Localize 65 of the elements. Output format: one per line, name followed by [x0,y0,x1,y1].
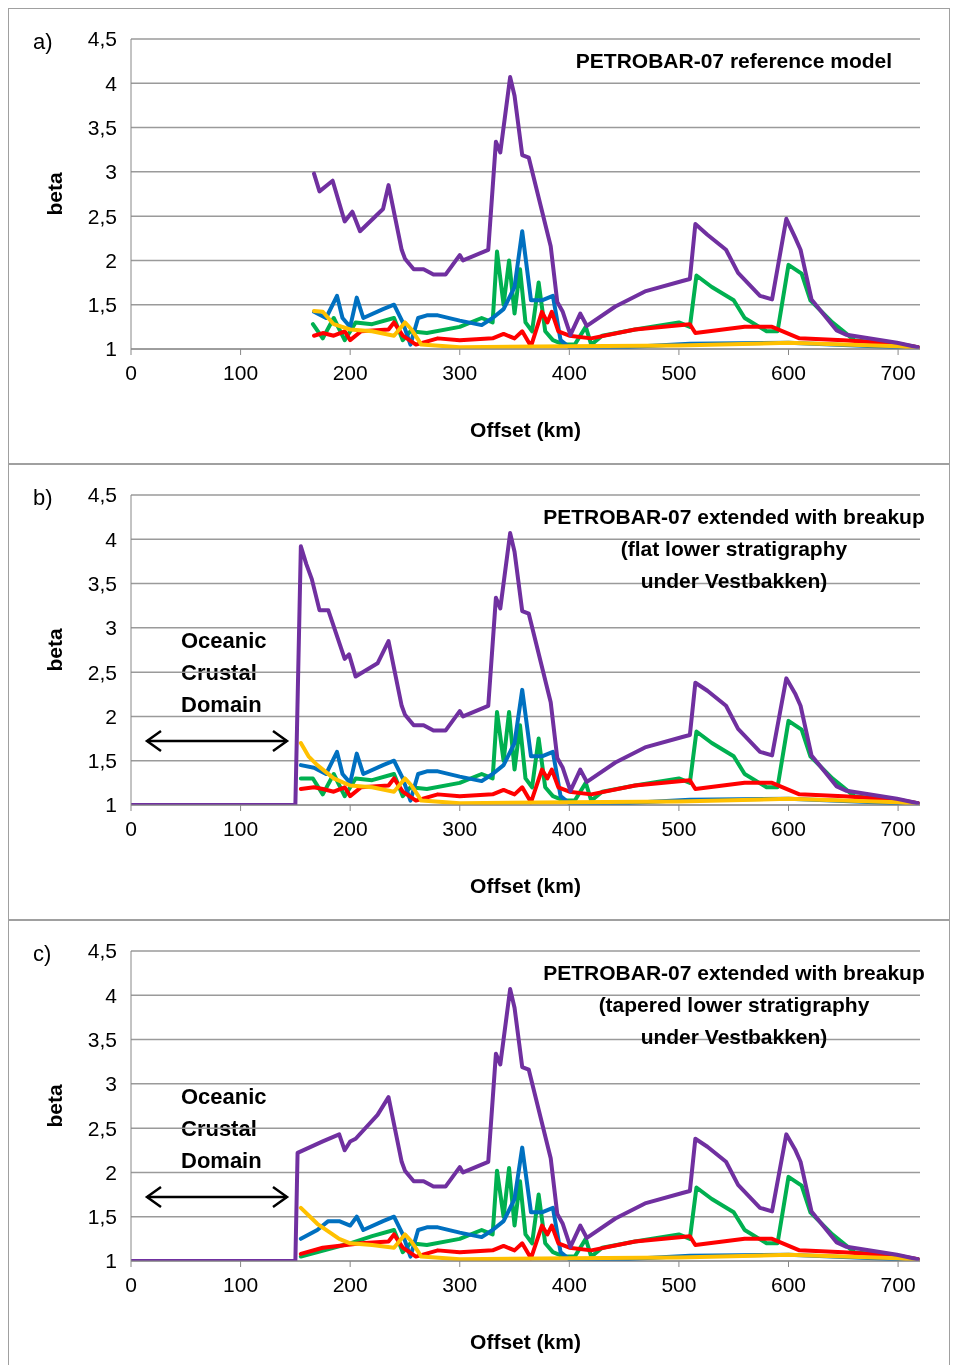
x-tick-label: 0 [125,816,137,840]
y-tick-label: 4,5 [87,27,117,51]
y-tick-label: 1,5 [87,749,117,773]
x-tick-label: 200 [332,816,368,840]
x-tick-label: 400 [551,360,587,384]
y-tick-label: 2 [105,1160,117,1184]
x-tick-label: 300 [442,360,478,384]
y-tick-label: 2 [105,248,117,272]
y-tick-label: 3,5 [87,572,117,596]
x-tick-label: 500 [661,1272,697,1296]
x-tick-label: 700 [880,1272,916,1296]
y-tick-label: 4,5 [87,939,117,963]
x-tick-label: 500 [661,360,697,384]
x-tick-label: 0 [125,1272,137,1296]
y-tick-label: 3 [105,616,117,640]
chart-title: a) [33,29,53,55]
x-tick-label: 100 [223,360,259,384]
x-tick-label: 100 [223,1272,259,1296]
x-tick-label: 700 [880,816,916,840]
y-axis-title: beta [43,172,67,216]
y-tick-label: 2 [105,704,117,728]
annotation: PETROBAR-07 reference model [574,48,894,74]
y-tick-label: 3 [105,1072,117,1096]
y-tick-label: 2,5 [87,204,117,228]
y-tick-label: 1,5 [87,293,117,317]
y-axis-title: beta [43,628,67,672]
y-tick-label: 4 [105,527,118,551]
y-tick-label: 3,5 [87,1028,117,1052]
y-tick-label: 2,5 [87,660,117,684]
x-axis-title: Offset (km) [470,874,581,897]
annotation: (flat lower stratigraphy [619,536,849,562]
x-axis-title: Offset (km) [470,1330,581,1353]
annotation: under Vestbakken) [639,1024,829,1050]
chart-title: b) [33,485,53,511]
y-tick-label: 1 [105,793,117,817]
y-tick-label: 4 [105,71,118,95]
x-tick-label: 100 [223,816,259,840]
x-tick-label: 300 [442,816,478,840]
y-axis-title: beta [43,1084,67,1128]
y-tick-label: 2,5 [87,1116,117,1140]
y-tick-label: 4,5 [87,483,117,507]
y-tick-label: 1 [105,337,117,361]
x-tick-label: 300 [442,1272,478,1296]
x-tick-label: 200 [332,360,368,384]
y-tick-label: 1 [105,1249,117,1273]
y-tick-label: 3 [105,160,117,184]
y-tick-label: 4 [105,983,118,1007]
annotation: PETROBAR-07 extended with breakup [542,960,926,986]
x-tick-label: 0 [125,360,137,384]
annotation: PETROBAR-07 extended with breakup [542,504,926,530]
x-tick-label: 500 [661,816,697,840]
x-tick-label: 400 [551,816,587,840]
x-tick-label: 600 [770,816,807,840]
x-tick-label: 700 [880,360,916,384]
annotation: under Vestbakken) [639,568,829,594]
y-tick-label: 3,5 [87,116,117,140]
annotation: (tapered lower stratigraphy [597,992,871,1018]
chart-title: c) [33,941,52,967]
line-series [312,75,920,349]
x-tick-label: 600 [770,360,807,384]
x-tick-label: 200 [332,1272,368,1296]
x-tick-label: 600 [770,1272,807,1296]
y-tick-label: 1,5 [87,1205,117,1229]
x-axis-title: Offset (km) [470,418,581,441]
x-tick-label: 400 [551,1272,587,1296]
